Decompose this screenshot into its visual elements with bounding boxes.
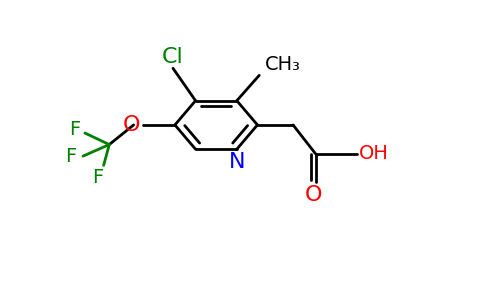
Text: O: O: [305, 185, 322, 205]
Text: N: N: [228, 152, 245, 172]
Text: CH₃: CH₃: [265, 56, 301, 74]
Text: F: F: [69, 120, 80, 139]
Text: F: F: [92, 168, 104, 187]
Text: OH: OH: [359, 144, 389, 163]
Text: O: O: [123, 115, 140, 135]
Text: F: F: [65, 147, 76, 166]
Text: Cl: Cl: [162, 47, 184, 67]
